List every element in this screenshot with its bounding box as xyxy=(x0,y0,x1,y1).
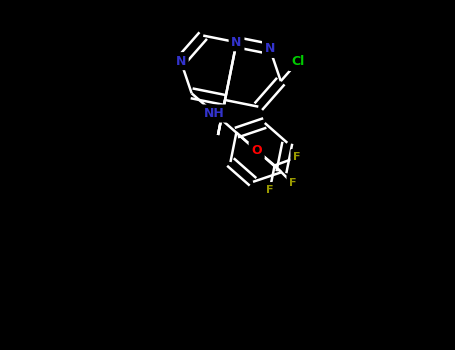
Text: N: N xyxy=(265,42,275,55)
Text: Cl: Cl xyxy=(291,55,304,69)
Text: Cl: Cl xyxy=(289,55,306,69)
Text: N: N xyxy=(176,55,186,68)
Text: O: O xyxy=(250,143,263,158)
Text: N: N xyxy=(231,36,242,49)
Text: F: F xyxy=(265,183,274,197)
Text: F: F xyxy=(266,186,273,195)
Text: O: O xyxy=(251,144,262,157)
Text: F: F xyxy=(292,150,301,164)
Text: NH: NH xyxy=(204,107,225,120)
Text: F: F xyxy=(289,178,296,188)
Text: N: N xyxy=(174,54,187,69)
Text: F: F xyxy=(288,176,298,190)
Text: NH: NH xyxy=(202,106,228,121)
Text: N: N xyxy=(230,35,243,50)
Text: N: N xyxy=(263,41,276,56)
Text: F: F xyxy=(293,153,300,162)
